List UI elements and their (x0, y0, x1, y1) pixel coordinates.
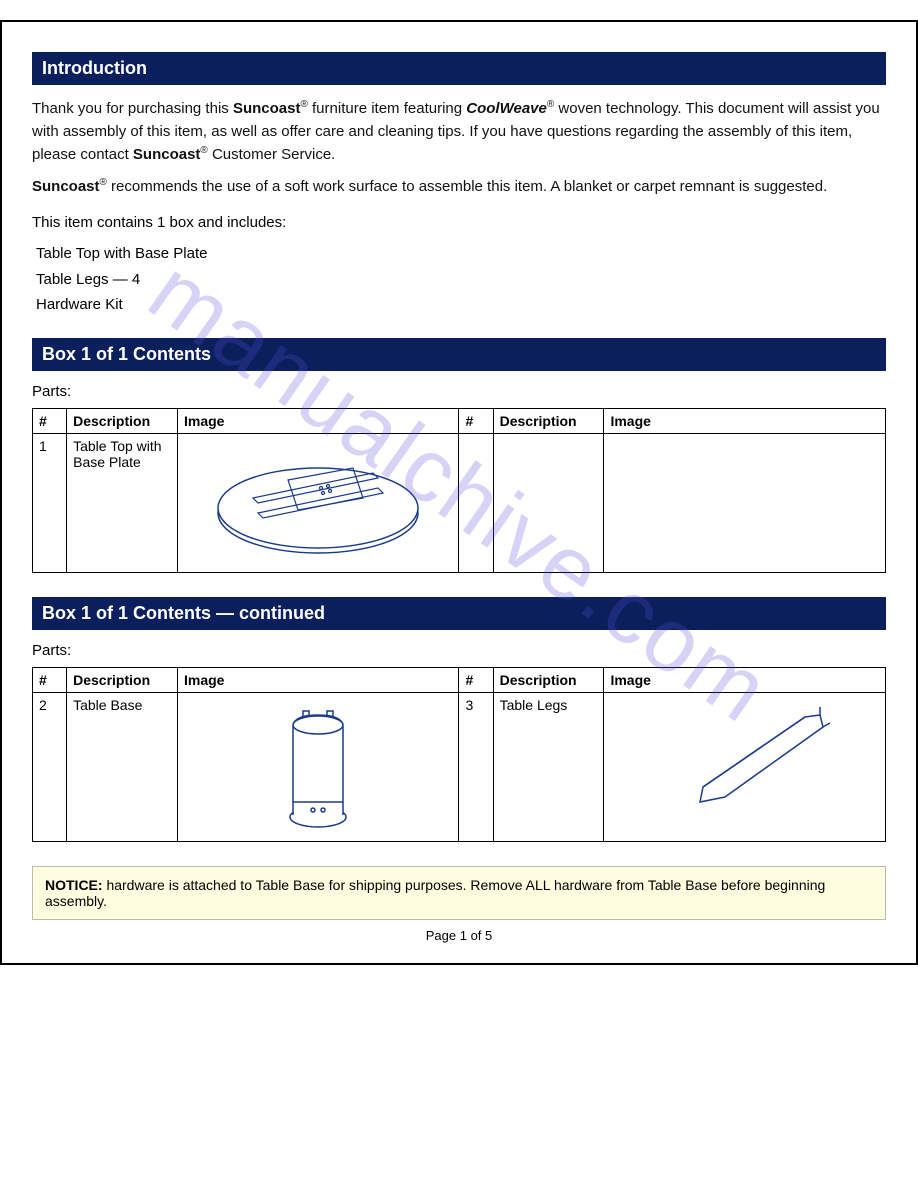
box-contents-list: Table Top with Base Plate Table Legs — 4… (32, 241, 886, 318)
cell-desc-2 (493, 433, 604, 572)
brand-2: Suncoast (133, 146, 201, 163)
box1c-header: Box 1 of 1 Contents — continued (32, 597, 886, 630)
cell-image-1b (177, 692, 459, 841)
notice-text: hardware is attached to Table Base for s… (45, 877, 825, 909)
col-num-2b: # (459, 667, 493, 692)
tm-1: ® (300, 99, 307, 110)
table-base-icon (263, 697, 373, 837)
coolweave: CoolWeave (466, 100, 547, 117)
cell-num-1b: 2 (33, 692, 67, 841)
col-num-1b: # (33, 667, 67, 692)
intro-p1-prefix: Thank you for purchasing this (32, 100, 233, 117)
cell-image-1 (177, 433, 459, 572)
tm-4: ® (100, 177, 107, 188)
box-item-2: Table Legs — 4 (36, 267, 886, 293)
table-row: 2 Table Base 3 Table Leg (33, 692, 886, 841)
cell-num-1: 1 (33, 433, 67, 572)
col-image-1b: Image (177, 667, 459, 692)
tm-3: ® (200, 145, 207, 156)
cell-desc-1b: Table Base (67, 692, 178, 841)
notice-bar: NOTICE: hardware is attached to Table Ba… (32, 866, 886, 920)
intro-paragraph-2: Suncoast® recommends the use of a soft w… (32, 175, 886, 199)
intro-header: Introduction (32, 52, 886, 85)
cell-num-2b: 3 (459, 692, 493, 841)
notice-bold: NOTICE: (45, 877, 103, 893)
box-item-1: Table Top with Base Plate (36, 241, 886, 267)
intro-p1-after-brand2: Customer Service. (208, 146, 336, 163)
intro-paragraph-1: Thank you for purchasing this Suncoast® … (32, 97, 886, 167)
cell-desc-1: Table Top with Base Plate (67, 433, 178, 572)
box1c-parts-table: # Description Image # Description Image … (32, 667, 886, 842)
table-header-row: # Description Image # Description Image (33, 667, 886, 692)
document-page: manualchive.com Introduction Thank you f… (0, 20, 918, 965)
brand-1: Suncoast (233, 100, 301, 117)
box1-parts-label: Parts: (32, 383, 886, 400)
box1-parts-table: # Description Image # Description Image … (32, 408, 886, 573)
intro-p1-after-brand: furniture item featuring (308, 100, 466, 117)
box-note: This item contains 1 box and includes: (32, 214, 886, 231)
col-num-2: # (459, 408, 493, 433)
table-leg-icon (655, 697, 835, 817)
col-num-1: # (33, 408, 67, 433)
box1-header: Box 1 of 1 Contents (32, 338, 886, 371)
col-image-2b: Image (604, 667, 886, 692)
cell-desc-2b: Table Legs (493, 692, 604, 841)
table-top-icon (203, 438, 433, 568)
col-desc-1: Description (67, 408, 178, 433)
col-desc-2b: Description (493, 667, 604, 692)
col-desc-1b: Description (67, 667, 178, 692)
intro-p2-rest: recommends the use of a soft work surfac… (107, 178, 827, 195)
brand-3: Suncoast (32, 178, 100, 195)
cell-num-2 (459, 433, 493, 572)
page-footer: Page 1 of 5 (32, 928, 886, 943)
table-row: 1 Table Top with Base Plate (33, 433, 886, 572)
col-image-2: Image (604, 408, 886, 433)
box-item-3: Hardware Kit (36, 292, 886, 318)
col-desc-2: Description (493, 408, 604, 433)
col-image-1: Image (177, 408, 459, 433)
cell-image-2 (604, 433, 886, 572)
table-header-row: # Description Image # Description Image (33, 408, 886, 433)
cell-image-2b (604, 692, 886, 841)
box1c-parts-label: Parts: (32, 642, 886, 659)
